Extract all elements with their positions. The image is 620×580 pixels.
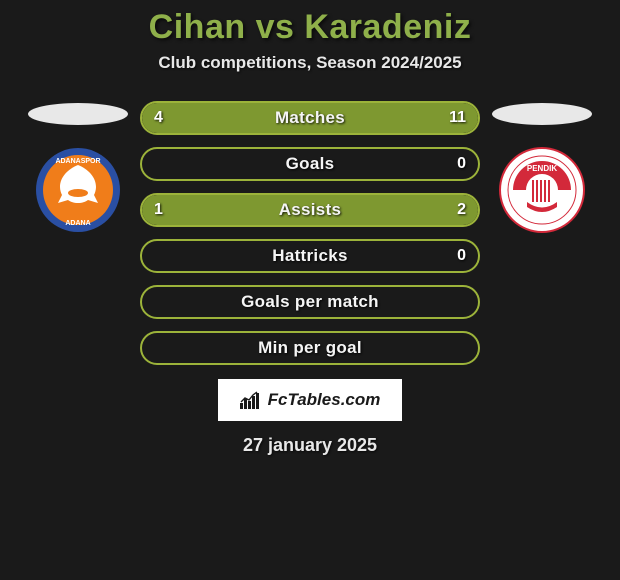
comparison-body: ADANASPOR ADANA 411Matches 0Goals 12Assist… xyxy=(0,101,620,365)
stat-bar: 12Assists xyxy=(140,193,480,227)
stat-bar: 0Hattricks xyxy=(140,239,480,273)
stat-bar: Goals per match xyxy=(140,285,480,319)
stat-label: Hattricks xyxy=(142,241,478,271)
subtitle: Club competitions, Season 2024/2025 xyxy=(158,53,461,73)
stat-label: Goals per match xyxy=(142,287,478,317)
club-crest-left: ADANASPOR ADANA xyxy=(35,147,121,233)
adanaspor-crest-icon: ADANASPOR ADANA xyxy=(35,147,121,233)
club-crest-right: PENDIK xyxy=(499,147,585,233)
svg-text:PENDIK: PENDIK xyxy=(527,164,557,173)
player-photo-placeholder-right xyxy=(492,103,592,125)
branding-text: FcTables.com xyxy=(268,390,381,410)
player-photo-placeholder-left xyxy=(28,103,128,125)
stat-bars: 411Matches 0Goals 12Assists 0Hattricks Goals… xyxy=(140,101,480,365)
svg-text:ADANASPOR: ADANASPOR xyxy=(55,158,100,165)
stat-bar: 0Goals xyxy=(140,147,480,181)
page-title: Cihan vs Karadeniz xyxy=(149,8,472,47)
stat-label: Matches xyxy=(142,103,478,133)
stat-label: Assists xyxy=(142,195,478,225)
stat-label: Min per goal xyxy=(142,333,478,363)
pendik-crest-icon: PENDIK xyxy=(499,147,585,233)
branding-box[interactable]: FcTables.com xyxy=(218,379,402,421)
stat-bar: 411Matches xyxy=(140,101,480,135)
comparison-card: Cihan vs Karadeniz Club competitions, Se… xyxy=(0,0,620,580)
stat-label: Goals xyxy=(142,149,478,179)
fctables-logo-icon xyxy=(240,391,262,409)
svg-text:ADANA: ADANA xyxy=(65,220,90,227)
right-player-column: PENDIK xyxy=(492,101,592,233)
left-player-column: ADANASPOR ADANA xyxy=(28,101,128,233)
stat-bar: Min per goal xyxy=(140,331,480,365)
date-label: 27 january 2025 xyxy=(243,435,377,456)
